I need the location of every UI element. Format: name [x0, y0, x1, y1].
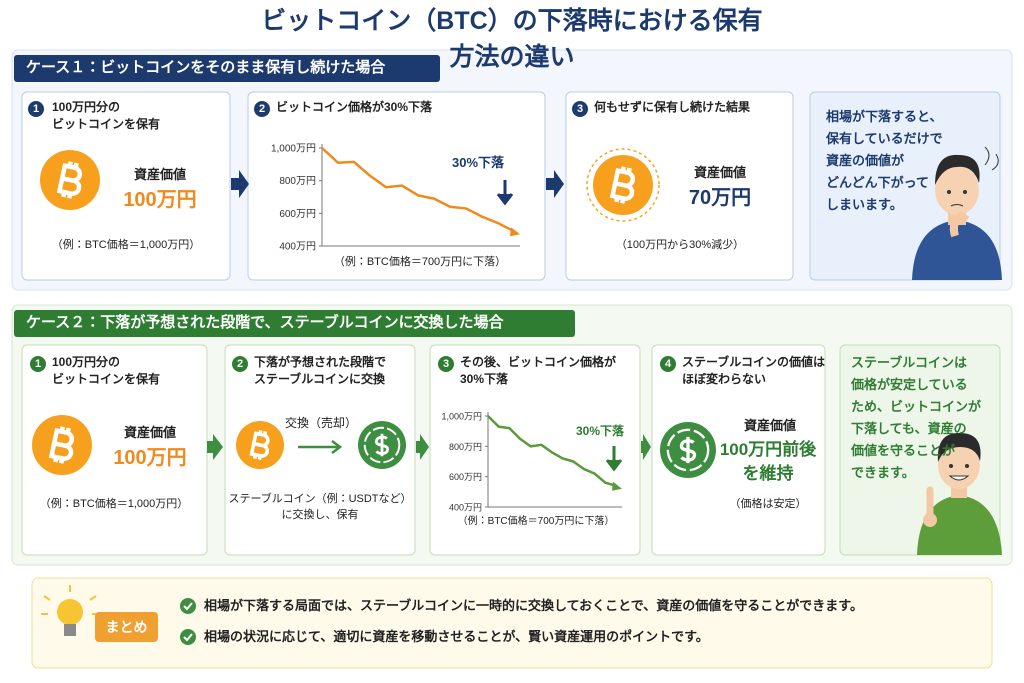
step-number: 1: [28, 101, 44, 117]
step-box: [651, 344, 826, 556]
step-number: 2: [254, 101, 270, 117]
worried-person: [912, 146, 1002, 280]
y-tick-label: 800万円: [279, 176, 316, 187]
step-label: その後、ビットコイン価格が 30%下落: [460, 355, 617, 387]
arrow: [641, 434, 651, 460]
bitcoin-icon: [40, 150, 100, 210]
coin-glyph: [56, 161, 83, 199]
exchange-label: 交換（売却）: [284, 416, 358, 430]
summary-point: 相場の状況に応じて、適切に資産を移動させることが、賢い資産運用のポイントです。: [204, 629, 709, 644]
step-note: （例：BTC価格＝700万円に下落）: [333, 256, 507, 268]
asset-value: 70万円: [688, 187, 752, 209]
arrow: [416, 434, 429, 460]
step-note: （価格は安定）: [729, 498, 807, 510]
step-note: ステーブルコイン（例：USDTなど） に交換し、保有: [228, 493, 412, 521]
step-label: 100万円分の ビットコインを保有: [52, 355, 161, 387]
line-arrowhead: [612, 481, 622, 491]
line-arrowhead: [510, 227, 520, 237]
step-number: 2: [232, 356, 248, 372]
asset-value: 100万円前後 を維持: [719, 440, 817, 483]
down-arrow: [496, 180, 514, 206]
value-label: 資産価値: [133, 167, 187, 182]
chart-annotation: 30%下落: [452, 155, 505, 170]
coin-glyph: [249, 430, 270, 460]
step-number: 3: [438, 356, 454, 372]
step-label: 何もせずに保有し続けた結果: [594, 100, 751, 114]
summary-tag-bg: [95, 612, 158, 642]
step-number: 4: [660, 356, 676, 372]
summary-panel: [31, 577, 993, 669]
value-label: 資産価値: [123, 425, 177, 440]
coin-glyph: [679, 436, 697, 464]
arrow: [231, 170, 249, 198]
asset-value: 100万円: [113, 447, 187, 469]
step-number: 3: [572, 101, 588, 117]
arrow: [207, 434, 223, 460]
value-label: 資産価値: [693, 165, 747, 180]
title: ビットコイン（BTC）の下落時における保有方法の違い: [261, 7, 763, 72]
summary-point: 相場が下落する局面では、ステーブルコインに一時的に交換しておくことで、資産の価値…: [204, 598, 863, 613]
coin-inner: [363, 426, 401, 464]
arrow: [546, 170, 564, 198]
step-label: 100万円分の ビットコインを保有: [52, 100, 161, 132]
check-icon: [180, 629, 196, 645]
check-icon: [180, 598, 196, 614]
exchange-arrow: [298, 440, 343, 454]
case1-heading-bg: [14, 55, 440, 82]
bitcoin-icon: [32, 415, 92, 475]
asset-value: 100万円: [123, 189, 197, 211]
step-note: （例：BTC価格＝700万円に下落）: [457, 516, 615, 527]
value-label: 資産価値: [743, 418, 797, 433]
coin-inner: [666, 428, 710, 472]
coin-ring: [586, 148, 660, 222]
step-number: 1: [30, 356, 46, 372]
coin-glyph: [609, 166, 636, 204]
lightbulb: [41, 585, 99, 636]
comment: 相場が下落すると、 保有しているだけで 資産の価値が どんどん下がって しまいま…: [826, 109, 943, 212]
coin-glyph: [48, 426, 75, 464]
chart-annotation: 30%下落: [576, 424, 625, 438]
price-line: [321, 147, 515, 233]
y-tick-label: 600万円: [449, 472, 482, 482]
summary-tag: まとめ: [105, 619, 148, 635]
happy-person: [917, 432, 1002, 555]
bitcoin-icon: [586, 148, 660, 222]
y-tick-label: 600万円: [279, 209, 316, 220]
step-note: （例：BTC価格＝1,000万円）: [51, 239, 201, 251]
y-tick-label: 400万円: [449, 503, 482, 513]
down-arrow: [605, 446, 623, 472]
step-box: [429, 344, 641, 556]
y-tick-label: 1,000万円: [271, 144, 316, 155]
step-label: 下落が予想された段階で ステーブルコインに交換: [254, 355, 387, 387]
case2-heading: ケース２：下落が予想された段階で、ステーブルコインに交換した場合: [26, 314, 504, 331]
stablecoin-icon: [358, 421, 406, 469]
comment: ステーブルコインは 価格が安定している ため、ビットコインが 下落しても、資産の…: [851, 355, 982, 480]
y-tick-label: 400万円: [279, 242, 316, 253]
price-line: [487, 415, 617, 487]
step-label: ビットコイン価格が30%下落: [276, 100, 433, 114]
stablecoin-icon: [660, 422, 716, 478]
y-tick-label: 1,000万円: [441, 412, 482, 422]
coin-glyph: [374, 433, 390, 457]
case2-heading-bg: [14, 310, 575, 337]
step-label: ステーブルコインの価値は ほぼ変わらない: [682, 355, 826, 387]
step-box: [224, 344, 416, 556]
step-box: [565, 91, 794, 281]
step-note: （100万円から30%減少）: [615, 239, 745, 251]
case1-heading: ケース１：ビットコインをそのまま保有し続けた場合: [26, 59, 386, 76]
step-note: （例：BTC価格＝1,000万円）: [39, 498, 189, 510]
bitcoin-icon: [236, 421, 284, 469]
step-box: [21, 91, 231, 281]
y-tick-label: 800万円: [449, 442, 482, 452]
